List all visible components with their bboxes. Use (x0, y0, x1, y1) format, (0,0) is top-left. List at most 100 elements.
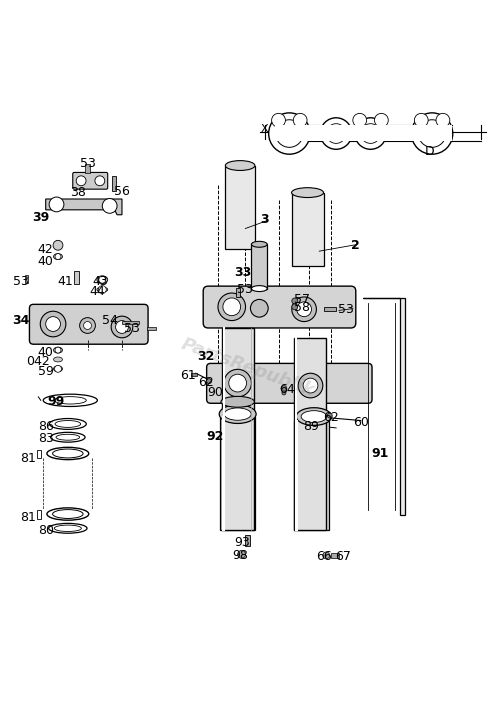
Circle shape (292, 298, 297, 304)
Text: 40: 40 (38, 346, 53, 359)
Ellipse shape (54, 397, 86, 404)
Circle shape (292, 297, 316, 322)
Bar (122, 320, 139, 324)
Text: 53: 53 (338, 302, 354, 316)
Text: 67: 67 (336, 551, 351, 563)
Circle shape (281, 385, 287, 392)
Text: 59: 59 (38, 365, 53, 378)
Circle shape (414, 114, 428, 127)
Circle shape (102, 199, 117, 213)
Circle shape (282, 391, 286, 395)
Text: 57: 57 (294, 293, 310, 307)
Bar (275, 125, 452, 141)
Ellipse shape (56, 434, 80, 440)
Ellipse shape (251, 285, 267, 292)
Circle shape (276, 119, 303, 147)
Circle shape (49, 197, 64, 212)
Text: 40: 40 (38, 255, 53, 268)
Text: 53: 53 (13, 275, 29, 287)
Circle shape (40, 311, 66, 337)
Ellipse shape (55, 420, 81, 428)
Ellipse shape (221, 396, 254, 408)
Text: 86: 86 (38, 420, 53, 433)
Bar (220, 417, 255, 530)
Text: 41: 41 (57, 275, 73, 287)
Text: 62: 62 (198, 375, 213, 389)
Text: 56: 56 (114, 184, 130, 197)
Text: 93: 93 (235, 536, 250, 548)
Circle shape (250, 300, 268, 317)
Circle shape (84, 322, 92, 330)
Circle shape (326, 124, 346, 144)
Ellipse shape (43, 394, 98, 406)
Circle shape (55, 347, 61, 353)
Circle shape (76, 176, 86, 186)
Ellipse shape (292, 187, 324, 197)
Text: 32: 32 (197, 350, 214, 363)
Bar (236, 288, 240, 297)
FancyBboxPatch shape (203, 286, 356, 328)
Ellipse shape (54, 525, 81, 531)
Bar (294, 337, 326, 530)
Bar (245, 535, 250, 546)
Circle shape (46, 317, 60, 332)
Circle shape (116, 320, 128, 333)
Bar (222, 328, 254, 530)
Circle shape (55, 254, 61, 260)
Text: 53: 53 (124, 322, 140, 335)
Circle shape (223, 298, 241, 315)
Text: 2: 2 (351, 239, 360, 252)
Text: 64: 64 (279, 383, 295, 396)
Text: 61: 61 (181, 369, 197, 383)
Text: PartsRepublik: PartsRepublik (178, 335, 317, 400)
Bar (74, 272, 79, 284)
Text: D: D (425, 145, 435, 158)
Text: 44: 44 (90, 285, 105, 297)
Bar (225, 166, 255, 250)
Circle shape (229, 374, 247, 392)
Circle shape (297, 302, 311, 317)
Bar (251, 245, 267, 289)
Text: 99: 99 (47, 395, 64, 408)
Circle shape (436, 114, 450, 127)
Ellipse shape (53, 347, 62, 353)
Text: 62: 62 (323, 411, 339, 424)
Ellipse shape (47, 448, 89, 460)
Text: 33: 33 (234, 267, 251, 280)
Text: 54: 54 (102, 314, 118, 327)
Bar (294, 421, 329, 530)
Text: 60: 60 (353, 416, 369, 429)
Text: 81: 81 (20, 452, 37, 465)
Circle shape (54, 365, 61, 373)
Ellipse shape (52, 449, 83, 458)
FancyBboxPatch shape (29, 305, 148, 344)
Text: 80: 80 (38, 524, 53, 537)
Text: 38: 38 (70, 186, 86, 199)
Circle shape (375, 114, 388, 127)
Circle shape (355, 118, 386, 149)
Ellipse shape (219, 405, 256, 423)
Bar (37, 450, 41, 458)
Circle shape (323, 552, 330, 559)
Text: 042: 042 (26, 355, 50, 368)
Circle shape (353, 114, 367, 127)
Circle shape (293, 114, 307, 127)
Bar (191, 373, 197, 375)
Circle shape (320, 118, 352, 149)
Polygon shape (363, 298, 405, 515)
Text: 81: 81 (20, 511, 37, 524)
Circle shape (361, 124, 380, 144)
Circle shape (218, 293, 246, 320)
Circle shape (327, 413, 332, 418)
Text: 53: 53 (237, 283, 253, 296)
Ellipse shape (53, 366, 62, 372)
Ellipse shape (49, 523, 87, 533)
FancyBboxPatch shape (73, 172, 108, 189)
Bar (85, 164, 90, 173)
Text: 3: 3 (260, 213, 269, 226)
Text: 92: 92 (207, 430, 224, 443)
Circle shape (111, 316, 133, 337)
Text: 91: 91 (372, 447, 389, 460)
Ellipse shape (53, 357, 62, 362)
Text: 98: 98 (232, 549, 248, 562)
